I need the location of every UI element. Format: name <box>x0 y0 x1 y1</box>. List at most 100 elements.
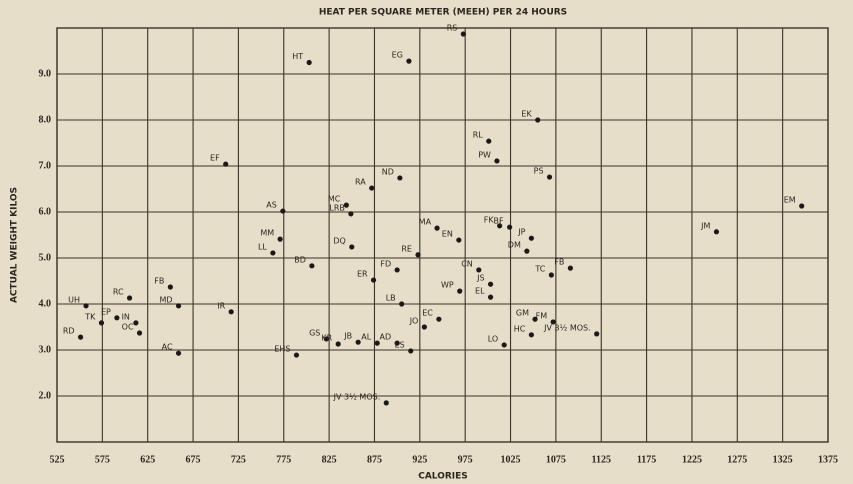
point-label: FM <box>536 311 548 320</box>
x-axis-label: CALORIES <box>418 472 468 482</box>
point-label: RL <box>473 131 484 140</box>
point <box>415 252 421 258</box>
point <box>408 348 414 354</box>
point <box>476 267 482 273</box>
point-label: AC <box>162 343 173 352</box>
point <box>528 235 534 241</box>
point <box>406 58 412 64</box>
point-label: RA <box>355 178 366 187</box>
point <box>528 332 534 338</box>
x-tick-label: 875 <box>367 454 382 465</box>
point-label: FK <box>484 215 495 224</box>
point <box>136 330 143 336</box>
point-label: MA <box>419 218 432 227</box>
point-label: EN <box>442 230 453 239</box>
point-label: BF <box>494 217 504 226</box>
x-tick-label: 925 <box>412 454 427 465</box>
point-label: LL <box>258 242 267 251</box>
point-label: JB <box>343 332 352 341</box>
x-tick-label: 1025 <box>501 454 521 465</box>
point-label: PS <box>534 167 544 176</box>
point-label: OC <box>122 322 134 331</box>
point-label: TK <box>84 312 96 321</box>
point <box>133 320 139 326</box>
point-label: BD <box>294 255 306 264</box>
point <box>507 224 513 230</box>
point <box>348 211 354 217</box>
point <box>397 175 403 181</box>
point <box>799 203 805 209</box>
point-label: EHS <box>274 345 290 354</box>
x-tick-label: 675 <box>186 454 201 465</box>
point-label: KR <box>321 334 332 343</box>
point <box>335 341 341 347</box>
point <box>280 208 286 214</box>
point <box>487 294 494 300</box>
point-label: GS <box>309 328 320 337</box>
point-label: LRB <box>329 203 345 212</box>
point-label: JV 3½ MOS. <box>333 392 381 401</box>
point-label: GM <box>516 309 529 318</box>
point <box>370 277 377 283</box>
point <box>567 265 573 271</box>
point-label: RE <box>401 244 412 253</box>
y-tick-label: 6.0 <box>39 206 52 217</box>
point-label: RC <box>113 288 124 297</box>
y-tick-label: 9.0 <box>39 68 52 79</box>
point-label: WP <box>441 281 454 290</box>
point-label: PW <box>478 150 491 159</box>
point-label: EC <box>422 309 433 318</box>
point-label: IR <box>217 301 225 310</box>
point-label: JP <box>517 228 525 237</box>
x-tick-label: 825 <box>322 454 337 465</box>
y-tick-label: 7.0 <box>39 160 52 171</box>
point-label: ND <box>382 167 394 176</box>
point <box>277 236 283 242</box>
point <box>456 237 462 243</box>
x-tick-label: 525 <box>50 454 65 465</box>
point-label: DM <box>508 241 521 250</box>
point-label: HT <box>292 52 303 61</box>
point <box>497 223 503 229</box>
point-label: ES <box>395 340 405 349</box>
x-tick-label: 1375 <box>818 454 838 465</box>
point <box>228 309 234 315</box>
point <box>309 263 315 269</box>
point <box>460 31 466 37</box>
point <box>270 250 276 256</box>
point <box>486 138 492 144</box>
point-label: RD <box>63 327 75 336</box>
point <box>535 117 541 123</box>
point-label: AS <box>266 201 277 210</box>
x-tick-label: 1175 <box>637 454 656 465</box>
point-label: FB <box>154 276 164 285</box>
x-tick-label: 775 <box>276 454 291 465</box>
point <box>83 303 89 309</box>
x-tick-label: 1325 <box>773 454 793 465</box>
point <box>457 288 463 294</box>
point-label: EL <box>475 287 485 296</box>
point-label: EG <box>392 51 403 60</box>
point-label: LO <box>488 334 498 343</box>
y-tick-label: 5.0 <box>39 252 52 263</box>
point <box>421 324 427 330</box>
point <box>548 272 554 278</box>
point-label: FD <box>380 259 391 268</box>
point <box>546 174 553 180</box>
x-tick-label: 1075 <box>546 454 566 465</box>
point-label: EP <box>101 307 111 316</box>
point <box>399 301 405 307</box>
y-tick-label: 8.0 <box>39 114 52 125</box>
point <box>713 229 720 235</box>
x-tick-label: 725 <box>231 454 246 465</box>
x-tick-label: 625 <box>140 454 155 465</box>
point-label: EM <box>784 196 796 205</box>
y-tick-label: 3.0 <box>39 344 52 355</box>
point <box>374 340 380 346</box>
point <box>223 161 229 167</box>
point <box>175 350 182 356</box>
point-label: JO <box>409 317 419 326</box>
point-label: JV 3½ MOS. <box>543 323 591 332</box>
point-label: UH <box>68 295 80 304</box>
point <box>501 342 507 348</box>
